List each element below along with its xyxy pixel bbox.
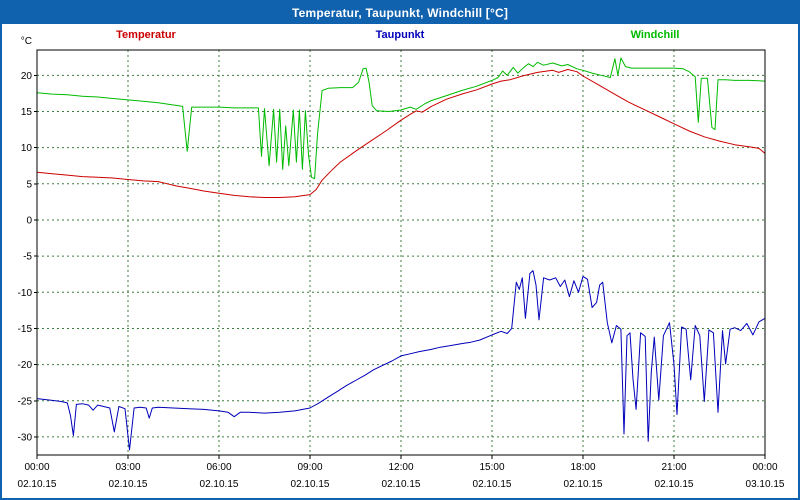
svg-text:5: 5	[26, 179, 32, 190]
legend-windchill: Windchill	[631, 29, 680, 41]
series-lines	[36, 57, 766, 451]
svg-text:02.10.15: 02.10.15	[564, 479, 603, 490]
svg-text:02.10.15: 02.10.15	[473, 479, 512, 490]
window-title-bar: Temperatur, Taupunkt, Windchill [°C]	[2, 2, 798, 24]
legend-taupunkt: Taupunkt	[376, 29, 425, 41]
svg-text:20: 20	[21, 71, 33, 82]
svg-text:02.10.15: 02.10.15	[109, 479, 148, 490]
svg-text:02.10.15: 02.10.15	[18, 479, 57, 490]
svg-text:00:00: 00:00	[752, 462, 777, 473]
svg-text:02.10.15: 02.10.15	[200, 479, 239, 490]
svg-text:-5: -5	[23, 252, 32, 263]
legend-temperatur: Temperatur	[116, 29, 176, 41]
svg-text:10: 10	[21, 143, 33, 154]
svg-text:-10: -10	[18, 288, 33, 299]
svg-text:00:00: 00:00	[24, 462, 49, 473]
gridlines	[36, 50, 766, 455]
svg-text:21:00: 21:00	[661, 462, 686, 473]
svg-text:02.10.15: 02.10.15	[655, 479, 694, 490]
plot-border	[36, 49, 766, 456]
svg-text:12:00: 12:00	[388, 462, 413, 473]
svg-text:03:00: 03:00	[115, 462, 140, 473]
svg-text:02.10.15: 02.10.15	[291, 479, 330, 490]
y-axis-labels: -30 -25 -20 -15 -10 -5 0 5 10 15 20	[18, 71, 33, 444]
svg-text:-30: -30	[18, 432, 33, 443]
svg-text:-25: -25	[18, 396, 33, 407]
svg-text:18:00: 18:00	[570, 462, 595, 473]
svg-text:02.10.15: 02.10.15	[382, 479, 421, 490]
window-title: Temperatur, Taupunkt, Windchill [°C]	[291, 6, 509, 20]
svg-text:-20: -20	[18, 360, 33, 371]
svg-text:0: 0	[26, 215, 32, 226]
y-axis-unit: °C	[21, 36, 32, 47]
axis-ticks	[34, 74, 766, 459]
svg-text:-15: -15	[18, 324, 33, 335]
svg-text:15: 15	[21, 107, 33, 118]
x-axis-labels: 00:00 02.10.15 03:00 02.10.15 06:00 02.10.15 0…	[18, 462, 785, 490]
svg-text:09:00: 09:00	[297, 462, 322, 473]
svg-text:03.10.15: 03.10.15	[746, 479, 785, 490]
svg-text:15:00: 15:00	[479, 462, 504, 473]
svg-text:06:00: 06:00	[206, 462, 231, 473]
